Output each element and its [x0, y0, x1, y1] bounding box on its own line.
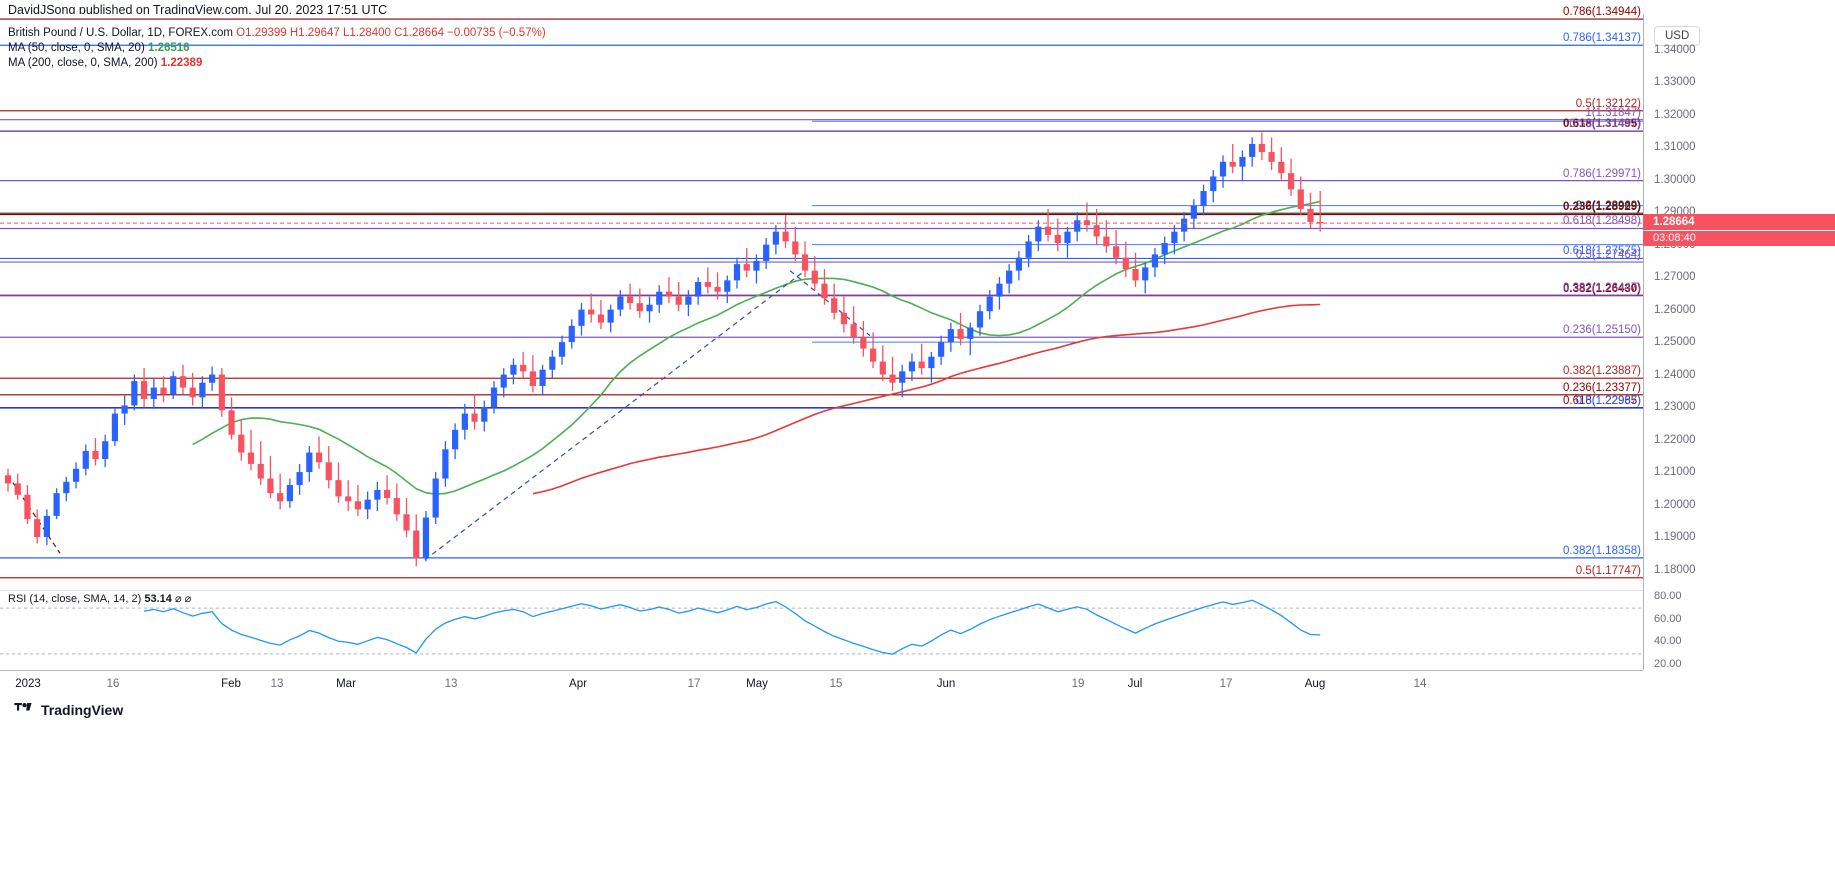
price-tick: 1.25000 — [1654, 336, 1696, 349]
time-tick[interactable]: 14 — [1413, 678, 1427, 690]
time-tick[interactable]: 17 — [1219, 678, 1233, 690]
legend-ma50-row[interactable]: MA (50, close, 0, SMA, 20) 1.26516 — [8, 41, 546, 56]
price-tick: 1.19000 — [1654, 531, 1696, 544]
time-tick[interactable]: 13 — [444, 678, 458, 690]
time-tick[interactable]: Mar — [336, 678, 356, 690]
legend-ma200-value: 1.22389 — [160, 57, 203, 69]
rsi-tick: 40.00 — [1654, 635, 1682, 648]
time-tick[interactable]: Jun — [936, 678, 956, 690]
rsi-tick: 20.00 — [1654, 658, 1682, 671]
tradingview-logo-icon — [14, 703, 32, 711]
tradingview-brand: TradingView — [14, 702, 123, 718]
time-tick[interactable]: 15 — [829, 678, 843, 690]
time-tick[interactable]: 17 — [687, 678, 701, 690]
time-tick[interactable]: Jul — [1127, 678, 1143, 690]
price-chart-panel[interactable] — [0, 14, 1643, 589]
legend-symbol-row[interactable]: British Pound / U.S. Dollar, 1D, FOREX.c… — [8, 26, 546, 41]
price-tick: 1.26000 — [1654, 303, 1696, 316]
price-chart-svg — [0, 18, 1643, 579]
time-tick[interactable]: May — [746, 678, 768, 690]
price-tick: 1.33000 — [1654, 76, 1696, 89]
price-tick: 1.27000 — [1654, 271, 1696, 284]
currency-badge[interactable]: USD — [1654, 26, 1701, 46]
price-tick: 1.22000 — [1654, 433, 1696, 446]
price-axis[interactable]: USD 1.34000 1.33000 1.32000 1.31000 1.30000 1… — [1643, 14, 1835, 670]
price-tick: 1.20000 — [1654, 498, 1696, 511]
tradingview-brand-label: TradingView — [41, 702, 124, 718]
legend-symbol: British Pound / U.S. Dollar, 1D, FOREX.c… — [8, 27, 233, 39]
price-tick: 1.31000 — [1654, 141, 1696, 154]
rsi-chart-svg — [0, 599, 1643, 655]
rsi-legend-value: 53.14 — [144, 593, 172, 605]
legend-ma50-label: MA (50, close, 0, SMA, 20) — [8, 42, 145, 54]
time-tick[interactable]: Feb — [221, 678, 241, 690]
legend-ma50-value: 1.26516 — [147, 42, 190, 54]
time-axis[interactable]: 2023 16 Feb 13 Mar 13 Apr 17 May 15 Jun 19 Jul 17 Aug 1… — [0, 670, 1643, 699]
last-price-badge[interactable]: 1.28664 — [1643, 214, 1835, 231]
legend-ma200-row[interactable]: MA (200, close, 0, SMA, 200) 1.22389 — [8, 56, 546, 71]
chart-legend: British Pound / U.S. Dollar, 1D, FOREX.c… — [8, 26, 546, 71]
rsi-chart-panel[interactable] — [0, 590, 1643, 671]
price-tick: 1.23000 — [1654, 401, 1696, 414]
time-tick[interactable]: 13 — [270, 678, 284, 690]
price-tick: 1.32000 — [1654, 108, 1696, 121]
time-tick[interactable]: 19 — [1071, 678, 1085, 690]
time-tick[interactable]: Aug — [1304, 678, 1326, 690]
rsi-legend-extra: ⌀ ⌀ — [174, 593, 192, 605]
price-tick: 1.21000 — [1654, 466, 1696, 479]
bar-countdown: 03:08:40 — [1643, 231, 1835, 247]
legend-ma200-label: MA (200, close, 0, SMA, 200) — [8, 57, 158, 69]
rsi-tick: 80.00 — [1654, 589, 1682, 602]
rsi-legend[interactable]: RSI (14, close, SMA, 14, 2) 53.14 ⌀ ⌀ — [8, 592, 191, 605]
rsi-legend-label: RSI (14, close, SMA, 14, 2) — [8, 593, 142, 605]
time-tick[interactable]: 2023 — [15, 678, 41, 690]
price-tick: 1.34000 — [1654, 43, 1696, 56]
rsi-tick: 60.00 — [1654, 612, 1682, 625]
time-tick[interactable]: 16 — [106, 678, 120, 690]
legend-ohlc: O1.29399 H1.29647 L1.28400 C1.28664 −0.0… — [236, 27, 546, 39]
price-tick: 1.30000 — [1654, 173, 1696, 186]
time-tick[interactable]: Apr — [569, 678, 587, 690]
publication-line: DavidJSong published on TradingView.com,… — [8, 3, 388, 17]
price-tick: 1.24000 — [1654, 368, 1696, 381]
price-tick: 1.18000 — [1654, 563, 1696, 576]
